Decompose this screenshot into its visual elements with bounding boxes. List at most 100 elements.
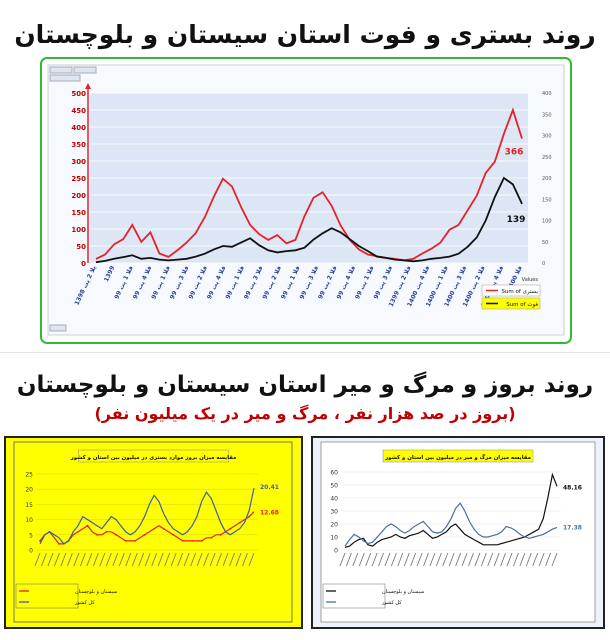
series-marker <box>105 530 108 533</box>
series-marker <box>229 527 232 530</box>
y-tick-label: 400 <box>71 124 86 132</box>
y-tick-label: 200 <box>71 192 86 200</box>
x-tick-label <box>493 552 500 567</box>
x-tick-label <box>513 552 519 567</box>
series-marker <box>200 539 203 542</box>
series-marker <box>162 527 165 530</box>
y2-tick-label: 250 <box>542 155 552 161</box>
series-line-0 <box>344 472 558 548</box>
x-tick-label <box>170 552 177 567</box>
series-marker <box>77 530 79 533</box>
section-title: روند بروز و مرگ و میر استان سیستان و بلو… <box>16 372 594 398</box>
series-marker <box>134 539 137 542</box>
y-tick-label: 450 <box>71 107 86 115</box>
chart-panel-incidence: مقایسه میزان بروز موارد بستری در میلیون … <box>4 436 303 629</box>
y-axis-arrowhead <box>85 83 91 89</box>
x-tick-label <box>429 552 436 567</box>
x-tick-label <box>538 552 545 567</box>
x-tick-label <box>346 552 352 567</box>
x-tick-label <box>54 552 60 567</box>
x-tick-label <box>519 552 526 567</box>
y-tick-label: 350 <box>71 141 86 149</box>
series-marker <box>191 539 194 542</box>
x-tick-label <box>474 552 481 567</box>
mortality-chart: مقایسه میزان مرگ و میر در میلیون بین است… <box>320 441 596 623</box>
x-tick-label <box>487 552 494 567</box>
legend-label-0: سیستان و بلوچستان <box>75 589 117 595</box>
chart-title-box <box>382 449 534 463</box>
x-tick-label <box>435 552 442 567</box>
y2-tick-label: 50 <box>542 240 548 246</box>
x-tick-label <box>118 552 125 567</box>
y-tick-label: 10 <box>330 535 338 542</box>
series-marker <box>96 533 98 536</box>
x-tick-label <box>461 552 468 567</box>
main-title: روند بستری و فوت استان سیستان و بلوچستان <box>14 20 596 49</box>
data-label: 48.16 <box>563 484 582 491</box>
x-tick-label <box>79 552 86 567</box>
y2-tick-label: 150 <box>542 197 552 203</box>
y2-tick-label: 300 <box>542 134 552 140</box>
x-tick-label <box>500 552 507 567</box>
y-tick-label: 50 <box>76 243 86 251</box>
y-tick-label: 500 <box>71 90 86 98</box>
x-tick-label <box>222 552 229 567</box>
x-tick-label <box>423 552 429 567</box>
series-marker <box>143 533 146 536</box>
series-marker <box>210 536 213 539</box>
y-tick-label: 50 <box>330 483 338 490</box>
x-tick-label <box>551 552 558 567</box>
legend-label-red: Sum of بستری <box>501 289 538 295</box>
series-marker <box>115 533 117 536</box>
x-tick-label <box>41 552 47 567</box>
x-tick-label <box>365 552 372 567</box>
y-tick-label: 250 <box>71 175 86 183</box>
x-tick-label <box>371 552 378 567</box>
y2-tick-label: 100 <box>542 219 552 225</box>
legend-label-1: کل کشور <box>74 600 95 606</box>
x-tick-label <box>73 552 80 567</box>
x-tick-label <box>47 552 54 567</box>
x-tick-label <box>151 552 158 567</box>
x-tick-label <box>164 552 171 567</box>
y-tick-label: 60 <box>330 470 338 477</box>
y-tick-label: 0 <box>81 260 86 268</box>
x-tick-label <box>112 552 119 567</box>
x-tick-label <box>125 552 132 567</box>
x-tick-label <box>131 552 138 567</box>
x-tick-label <box>86 552 93 567</box>
x-tick-label <box>397 552 404 567</box>
x-tick-label <box>209 552 216 567</box>
y-tick-label: 0 <box>29 548 33 555</box>
data-label-black: 139 <box>507 215 526 225</box>
series-marker <box>39 539 41 542</box>
footer-chip <box>49 324 67 332</box>
series-line-1 <box>39 487 255 545</box>
hospitalization-chart: 0 50 100 150 200 250 300 350 400 450 500 0 50 100 150 2… <box>47 64 565 336</box>
y2-tick-label: 350 <box>542 112 552 118</box>
series-marker <box>238 521 241 524</box>
header-chip <box>73 66 97 74</box>
series-line-1 <box>95 176 523 264</box>
legend-box <box>322 583 386 609</box>
series-marker <box>248 515 251 518</box>
x-tick-label <box>545 552 551 567</box>
x-tick-label <box>442 552 449 567</box>
header-chip <box>49 66 73 74</box>
legend-label-1: کل کشور <box>381 600 402 606</box>
x-tick-label <box>403 552 410 567</box>
divider <box>0 352 610 353</box>
x-tick-label <box>358 552 365 567</box>
x-tick-label <box>216 552 222 567</box>
series-line-0 <box>39 511 255 545</box>
chart-title: مقایسه میزان مرگ و میر در میلیون بین است… <box>384 453 531 461</box>
legend-box <box>15 583 79 609</box>
y-tick-label: 10 <box>25 517 33 524</box>
legend-label-black: Sum of فوت <box>506 302 538 308</box>
x-tick-label <box>410 552 417 567</box>
x-tick-label <box>105 552 112 567</box>
series-marker <box>153 527 156 530</box>
series-marker <box>172 533 175 536</box>
data-label: 17.38 <box>563 524 582 531</box>
x-tick-label <box>138 552 145 567</box>
